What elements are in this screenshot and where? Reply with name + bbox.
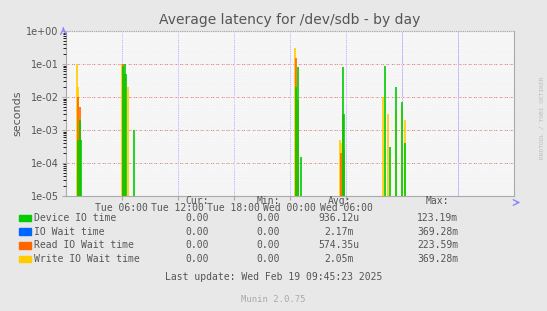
- Text: 0.00: 0.00: [185, 254, 208, 264]
- Text: 0.00: 0.00: [257, 254, 280, 264]
- Text: 123.19m: 123.19m: [417, 213, 458, 223]
- Text: 0.00: 0.00: [257, 227, 280, 237]
- Text: Avg:: Avg:: [328, 196, 351, 206]
- Text: Cur:: Cur:: [185, 196, 208, 206]
- Text: Read IO Wait time: Read IO Wait time: [34, 240, 134, 250]
- Text: Min:: Min:: [257, 196, 280, 206]
- Text: Max:: Max:: [426, 196, 449, 206]
- Text: Device IO time: Device IO time: [34, 213, 116, 223]
- Text: 0.00: 0.00: [257, 213, 280, 223]
- Text: 0.00: 0.00: [185, 227, 208, 237]
- Text: Write IO Wait time: Write IO Wait time: [34, 254, 139, 264]
- Text: 0.00: 0.00: [185, 240, 208, 250]
- Text: Last update: Wed Feb 19 09:45:23 2025: Last update: Wed Feb 19 09:45:23 2025: [165, 272, 382, 282]
- Text: Munin 2.0.75: Munin 2.0.75: [241, 295, 306, 304]
- Text: 369.28m: 369.28m: [417, 227, 458, 237]
- Title: Average latency for /dev/sdb - by day: Average latency for /dev/sdb - by day: [159, 13, 421, 27]
- Text: 0.00: 0.00: [185, 213, 208, 223]
- Text: 574.35u: 574.35u: [318, 240, 360, 250]
- Text: IO Wait time: IO Wait time: [34, 227, 104, 237]
- Y-axis label: seconds: seconds: [12, 91, 22, 136]
- Text: RRDTOOL / TOBI OETIKER: RRDTOOL / TOBI OETIKER: [539, 77, 544, 160]
- Text: 2.05m: 2.05m: [324, 254, 354, 264]
- Text: 0.00: 0.00: [257, 240, 280, 250]
- Text: 369.28m: 369.28m: [417, 254, 458, 264]
- Text: 936.12u: 936.12u: [318, 213, 360, 223]
- Text: 223.59m: 223.59m: [417, 240, 458, 250]
- Text: 2.17m: 2.17m: [324, 227, 354, 237]
